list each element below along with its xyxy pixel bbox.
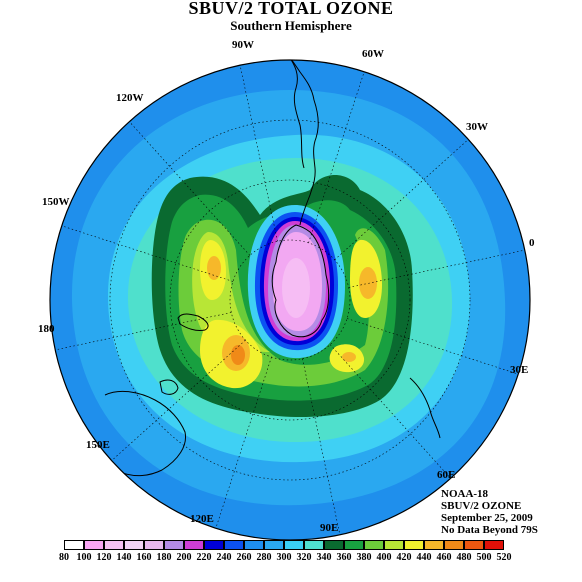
legend-swatch: [484, 540, 504, 550]
legend-label: 500: [476, 552, 492, 563]
legend-label: 460: [436, 552, 452, 563]
coastline-antarctic-peninsula: [287, 60, 319, 226]
lon-label-150w: 150W: [42, 196, 70, 208]
coastline-australia: [104, 390, 187, 477]
legend-label: 240: [216, 552, 232, 563]
ozone-max-west: [207, 256, 221, 280]
coastline-antarctica: [271, 224, 330, 338]
ozone-field: [50, 60, 530, 540]
legend-swatch: [364, 540, 384, 550]
legend-swatch: [324, 540, 344, 550]
lon-label-120w: 120W: [116, 92, 144, 104]
legend-label: 160: [136, 552, 152, 563]
legend-swatch: [104, 540, 124, 550]
ozone-max-east: [359, 267, 377, 299]
legend-label: 340: [316, 552, 332, 563]
legend-swatch: [284, 540, 304, 550]
legend-swatch: [84, 540, 104, 550]
legend-label: 100: [76, 552, 92, 563]
legend-label: 140: [116, 552, 132, 563]
latitude-circle-60s: [169, 179, 411, 421]
coastlines: [104, 60, 441, 477]
legend-swatch: [264, 540, 284, 550]
latitude-circle-70s: [229, 239, 351, 361]
legend-label: 260: [236, 552, 252, 563]
legend-swatch: [144, 540, 164, 550]
legend-swatch: [244, 540, 264, 550]
legend-swatch: [204, 540, 224, 550]
legend-label: 220: [196, 552, 212, 563]
legend-swatch: [444, 540, 464, 550]
coastline-south-america: [287, 60, 305, 169]
legend-label: 420: [396, 552, 412, 563]
legend-label: 80: [59, 552, 69, 563]
lon-label-180: 180: [38, 323, 55, 335]
instrument-name: SBUV/2 OZONE: [441, 500, 522, 512]
legend-swatch: [384, 540, 404, 550]
legend-swatch: [424, 540, 444, 550]
data-coverage-note: No Data Beyond 79S: [441, 524, 538, 536]
lon-label-30e: 30E: [510, 364, 528, 376]
lon-label-60e: 60E: [437, 469, 455, 481]
legend-label: 360: [336, 552, 352, 563]
coastline-tasmania: [159, 379, 179, 395]
legend-label: 120: [96, 552, 112, 563]
legend-label: 320: [296, 552, 312, 563]
map-title: SBUV/2 TOTAL OZONE: [188, 0, 394, 18]
legend-label: 180: [156, 552, 172, 563]
legend-swatch: [184, 540, 204, 550]
info-block: NOAA-18 SBUV/2 OZONE September 25, 2009 …: [441, 488, 538, 536]
legend-swatch: [344, 540, 364, 550]
lon-label-60w: 60W: [362, 48, 384, 60]
legend-label: 480: [456, 552, 472, 563]
lon-label-30w: 30W: [466, 121, 488, 133]
legend-label: 520: [496, 552, 512, 563]
satellite-name: NOAA-18: [441, 488, 489, 500]
lon-label-150e: 150E: [86, 439, 110, 451]
ozone-hole-core: [282, 258, 310, 318]
legend-swatch: [464, 540, 484, 550]
legend-swatch: [124, 540, 144, 550]
legend-swatch: [64, 540, 84, 550]
ozone-max-south-core: [231, 345, 245, 365]
lon-label-120e: 120E: [190, 513, 214, 525]
legend-swatch: [224, 540, 244, 550]
coastline-africa-tip: [409, 377, 441, 439]
legend-label: 400: [376, 552, 392, 563]
observation-date: September 25, 2009: [441, 512, 533, 524]
legend-swatch: [164, 540, 184, 550]
legend-swatch: [304, 540, 324, 550]
legend-swatch: [404, 540, 424, 550]
longitude-labels: 90W 60W 30W 0 30E 60E 90E 120E 150E 180 …: [38, 39, 535, 534]
legend-label: 280: [256, 552, 272, 563]
latitude-circle-50s: [109, 119, 471, 481]
legend-label: 300: [276, 552, 292, 563]
map-subtitle: Southern Hemisphere: [230, 18, 352, 33]
lon-label-90e: 90E: [320, 522, 338, 534]
graticule: [55, 65, 525, 535]
lon-label-0: 0: [529, 237, 535, 249]
ozone-max-southeast: [342, 352, 356, 362]
coastline-new-zealand: [177, 313, 209, 331]
legend-label: 200: [176, 552, 192, 563]
lon-label-90w: 90W: [232, 39, 254, 51]
legend-label: 380: [356, 552, 372, 563]
legend-label: 440: [416, 552, 432, 563]
